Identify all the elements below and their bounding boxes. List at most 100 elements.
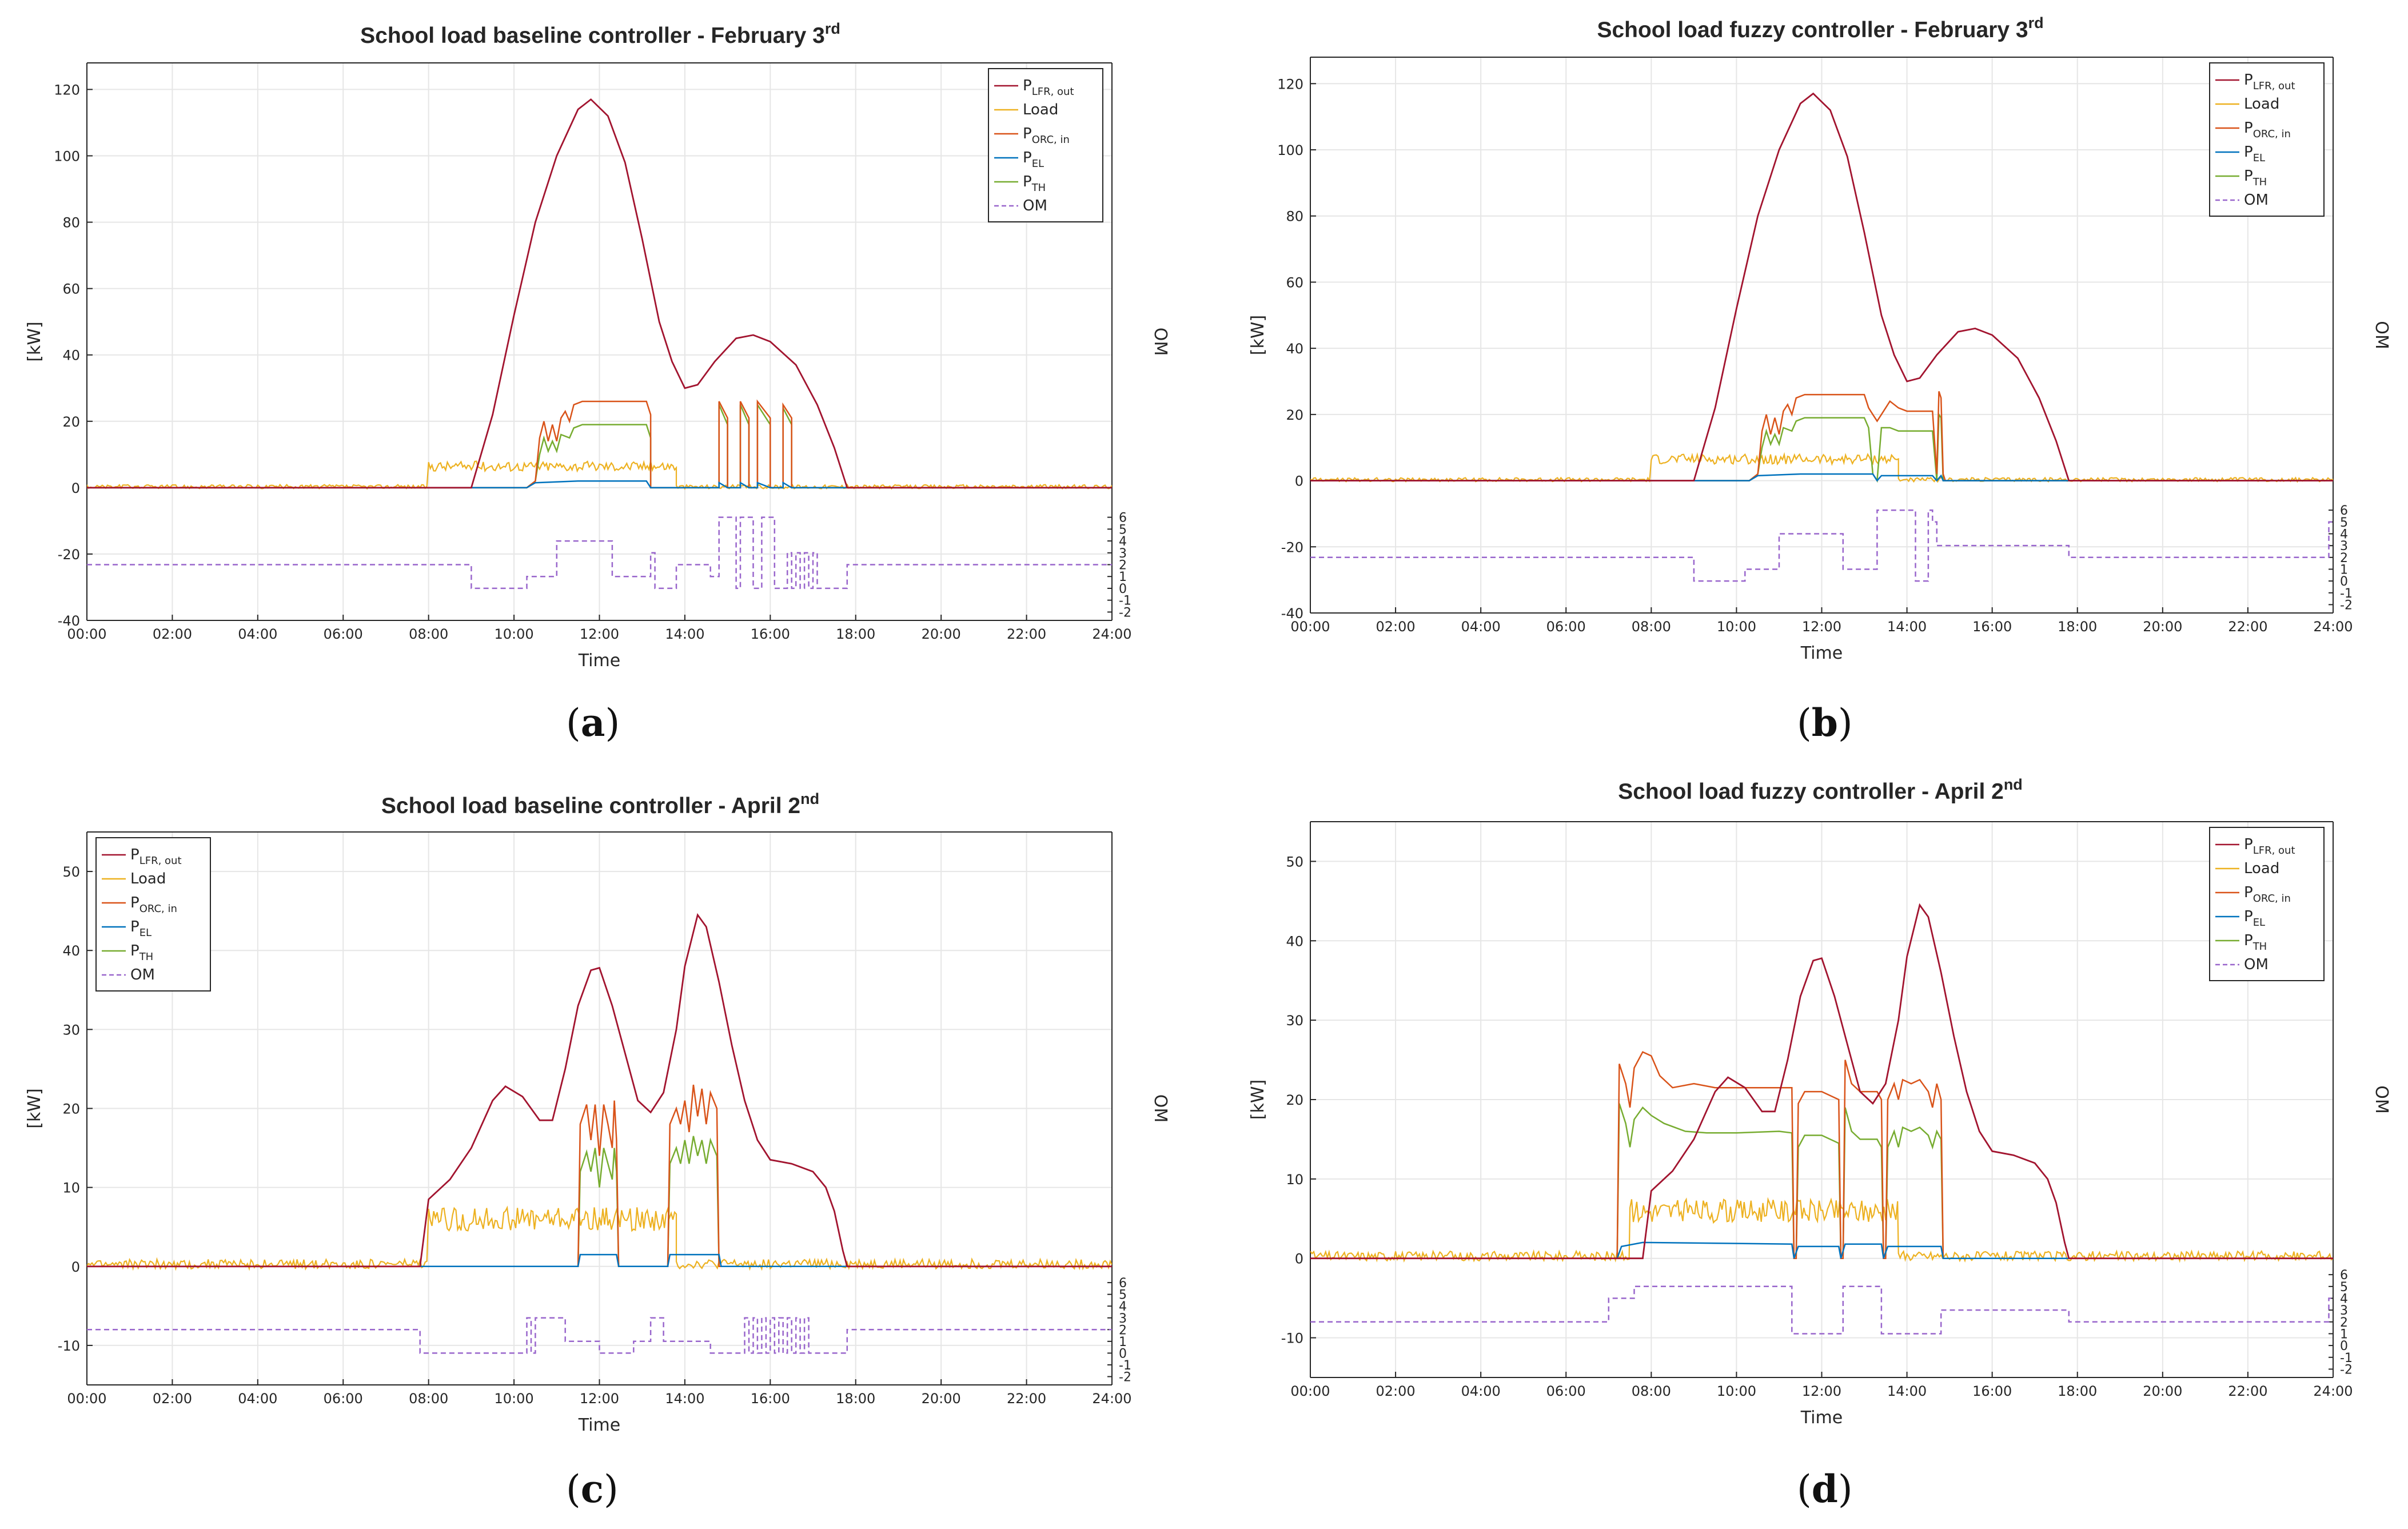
- caption-a: (a): [566, 700, 620, 745]
- x-tick-label: 06:00: [324, 1391, 363, 1407]
- x-tick-label: 04:00: [1461, 619, 1501, 635]
- y-tick-label: 0: [71, 480, 80, 496]
- x-tick-label: 14:00: [1887, 619, 1927, 635]
- series-line-load: [1310, 452, 2333, 483]
- legend-label-p-orc-in: PORC, in: [130, 894, 177, 915]
- x-axis-label: Time: [1800, 643, 1843, 663]
- legend-label-load: Load: [130, 870, 166, 887]
- x-tick-label: 24:00: [1092, 1391, 1131, 1407]
- om-tick-label: 0: [2340, 575, 2348, 589]
- series-line-p-lfr-out: [1310, 903, 2333, 1260]
- x-tick-label: 16:00: [1972, 1383, 2012, 1399]
- x-tick-label: 24:00: [1092, 626, 1131, 642]
- y-tick-label: 60: [62, 281, 80, 297]
- legend-label-p-lfr-out: PLFR, out: [1023, 77, 1074, 98]
- x-tick-label: 10:00: [494, 626, 533, 642]
- y-tick-label: -40: [58, 613, 80, 629]
- x-tick-label: 08:00: [409, 1391, 448, 1407]
- om-tick-label: 4: [1119, 535, 1127, 549]
- y-tick-label: 0: [1295, 473, 1303, 489]
- y-tick-label: 20: [1286, 1092, 1303, 1108]
- series-group: [87, 913, 1112, 1354]
- y-tick-label: 10: [62, 1180, 80, 1196]
- y2-axis-label: OM: [2371, 1085, 2391, 1114]
- y-axis-label: [kW]: [25, 321, 45, 361]
- x-axis-label: Time: [578, 651, 620, 671]
- y-tick-label: 20: [62, 414, 80, 430]
- panel-b-chart: 00:00 02:00 04:00 06:00 08:00 10:00 12:00 14:00…: [1248, 14, 2391, 663]
- legend-label-p-th: PTH: [130, 942, 153, 963]
- legend-label-p-el: PEL: [2244, 908, 2265, 929]
- x-tick-label: 18:00: [836, 626, 875, 642]
- om-tick-label: 6: [2340, 1268, 2348, 1283]
- legend-label-p-el: PEL: [1023, 149, 1044, 170]
- om-tick-label: 1: [1119, 570, 1127, 584]
- om-tick-label: -1: [1119, 594, 1131, 608]
- om-tick-label: -2: [2340, 1363, 2353, 1377]
- om-tick-label: 5: [1119, 523, 1127, 537]
- om-tick-label: 2: [1119, 559, 1127, 573]
- x-tick-label: 02:00: [153, 626, 192, 642]
- y-tick-label: 40: [62, 348, 80, 364]
- x-tick-label: 18:00: [2058, 1383, 2097, 1399]
- om-tick-label: 4: [2340, 527, 2348, 541]
- series-line-om: [87, 1317, 1112, 1354]
- y-tick-label: 120: [54, 82, 80, 98]
- x-tick-label: 00:00: [1290, 1383, 1330, 1399]
- y-tick-label: 120: [1277, 76, 1303, 92]
- y-tick-label: 100: [1277, 142, 1303, 158]
- om-tick-label: 6: [1119, 1276, 1127, 1291]
- series-line-load: [87, 460, 1112, 490]
- om-tick-label: 5: [1119, 1288, 1127, 1303]
- series-line-p-orc-in: [1310, 1051, 2333, 1259]
- series-line-p-lfr-out: [87, 98, 1112, 489]
- x-tick-label: 08:00: [1632, 619, 1671, 635]
- y-axis-label: [kW]: [1248, 315, 1268, 355]
- om-tick-label: 2: [2340, 1316, 2348, 1330]
- legend-label-load: Load: [2244, 95, 2279, 113]
- y-tick-label: 20: [62, 1101, 80, 1117]
- legend-label-p-lfr-out: PLFR, out: [2244, 71, 2295, 92]
- y-tick-label: 0: [71, 1259, 80, 1275]
- x-axis-label: Time: [1800, 1408, 1843, 1428]
- legend-box: [95, 837, 211, 992]
- legend-label-om: OM: [2244, 192, 2269, 209]
- y-tick-label: 0: [1295, 1251, 1303, 1267]
- series-line-p-el: [87, 1253, 1112, 1268]
- caption-b: (b): [1797, 700, 1853, 745]
- y-tick-label: -10: [1281, 1331, 1303, 1347]
- om-tick-label: -1: [1119, 1359, 1131, 1373]
- chart-title: School load baseline controller - Februa…: [360, 20, 840, 48]
- legend-label-p-th: PTH: [1023, 173, 1046, 194]
- chart-title: School load fuzzy controller - April 2nd: [1618, 776, 2023, 804]
- y-tick-label: 20: [1286, 407, 1303, 423]
- x-tick-label: 12:00: [1802, 1383, 1841, 1399]
- legend: PLFR, out Load PORC, in PEL PTH OM: [988, 68, 1103, 222]
- x-tick-label: 00:00: [1290, 619, 1330, 635]
- y-tick-label: -40: [1281, 606, 1303, 622]
- x-tick-label: 06:00: [1546, 1383, 1586, 1399]
- x-tick-label: 00:00: [67, 626, 106, 642]
- x-tick-label: 22:00: [1007, 626, 1046, 642]
- y-tick-label: 40: [62, 943, 80, 959]
- caption-d: (d): [1797, 1467, 1853, 1511]
- x-tick-label: 02:00: [1376, 619, 1415, 635]
- legend-label-p-orc-in: PORC, in: [2244, 884, 2291, 905]
- y-tick-label: 80: [1286, 209, 1303, 225]
- series-line-p-lfr-out: [87, 913, 1112, 1268]
- x-tick-label: 12:00: [580, 626, 619, 642]
- legend: PLFR, out Load PORC, in PEL PTH OM: [2209, 827, 2325, 981]
- legend-label-p-th: PTH: [2244, 168, 2267, 188]
- legend-label-load: Load: [1023, 101, 1058, 118]
- om-tick-label: 6: [1119, 511, 1127, 525]
- series-group: [1310, 92, 2333, 582]
- y-axis-label: [kW]: [1248, 1080, 1268, 1120]
- x-tick-label: 02:00: [1376, 1383, 1415, 1399]
- legend-label-om: OM: [130, 966, 155, 984]
- x-tick-label: 16:00: [751, 1391, 790, 1407]
- legend: PLFR, out Load PORC, in PEL PTH OM: [95, 837, 211, 992]
- om-tick-label: 2: [1119, 1323, 1127, 1337]
- x-tick-label: 16:00: [1972, 619, 2012, 635]
- om-tick-label: 3: [1119, 547, 1127, 561]
- legend-label-p-orc-in: PORC, in: [2244, 120, 2291, 140]
